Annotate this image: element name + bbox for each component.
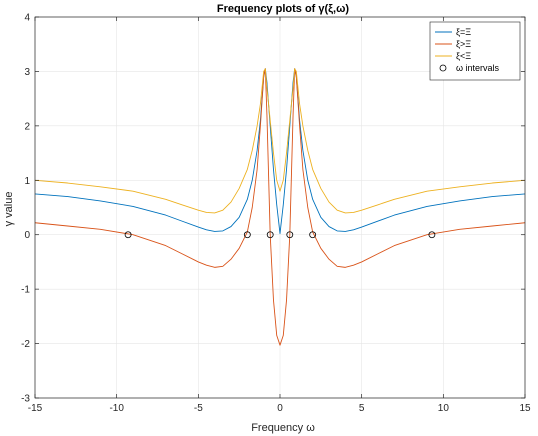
interval-marker bbox=[286, 231, 294, 239]
y-tick-label: 4 bbox=[24, 13, 30, 24]
x-tick-label: 10 bbox=[438, 403, 450, 414]
legend-label: ξ<Ξ bbox=[456, 51, 471, 61]
series-line-2 bbox=[34, 68, 526, 346]
series-line-3 bbox=[34, 68, 526, 214]
legend: ξ=Ξ ξ>Ξ ξ<Ξ ω intervals bbox=[429, 21, 521, 81]
y-tick-label: -3 bbox=[21, 394, 30, 405]
x-tick-label: 0 bbox=[277, 403, 283, 414]
interval-marker bbox=[266, 231, 274, 239]
legend-label: ξ>Ξ bbox=[456, 39, 471, 49]
legend-marker-swatch bbox=[439, 64, 447, 72]
x-tick-label: -5 bbox=[194, 403, 203, 414]
interval-marker bbox=[428, 231, 436, 239]
x-axis-label: Frequency ω bbox=[251, 422, 315, 434]
y-tick-label: 1 bbox=[24, 176, 30, 187]
y-axis-label: γ value bbox=[3, 192, 15, 227]
interval-marker bbox=[309, 231, 317, 239]
legend-label: ω intervals bbox=[456, 63, 500, 73]
interval-marker bbox=[243, 231, 251, 239]
x-tick-label: 5 bbox=[359, 403, 365, 414]
marker-group bbox=[124, 231, 436, 239]
legend-label: ξ=Ξ bbox=[456, 27, 471, 37]
y-tick-label: -2 bbox=[21, 339, 30, 350]
plot-lines bbox=[34, 68, 526, 346]
y-tick-label: -1 bbox=[21, 285, 30, 296]
y-tick-label: 2 bbox=[24, 121, 30, 132]
chart-title: Frequency plots of γ(ξ,ω) bbox=[217, 3, 349, 15]
interval-marker bbox=[124, 231, 132, 239]
y-tick-label: 0 bbox=[24, 230, 30, 241]
x-tick-label: 15 bbox=[519, 403, 531, 414]
x-tick-label: -10 bbox=[109, 403, 124, 414]
y-tick-label: 3 bbox=[24, 67, 30, 78]
series-line-1 bbox=[34, 68, 526, 235]
x-tick-label: -15 bbox=[28, 403, 43, 414]
